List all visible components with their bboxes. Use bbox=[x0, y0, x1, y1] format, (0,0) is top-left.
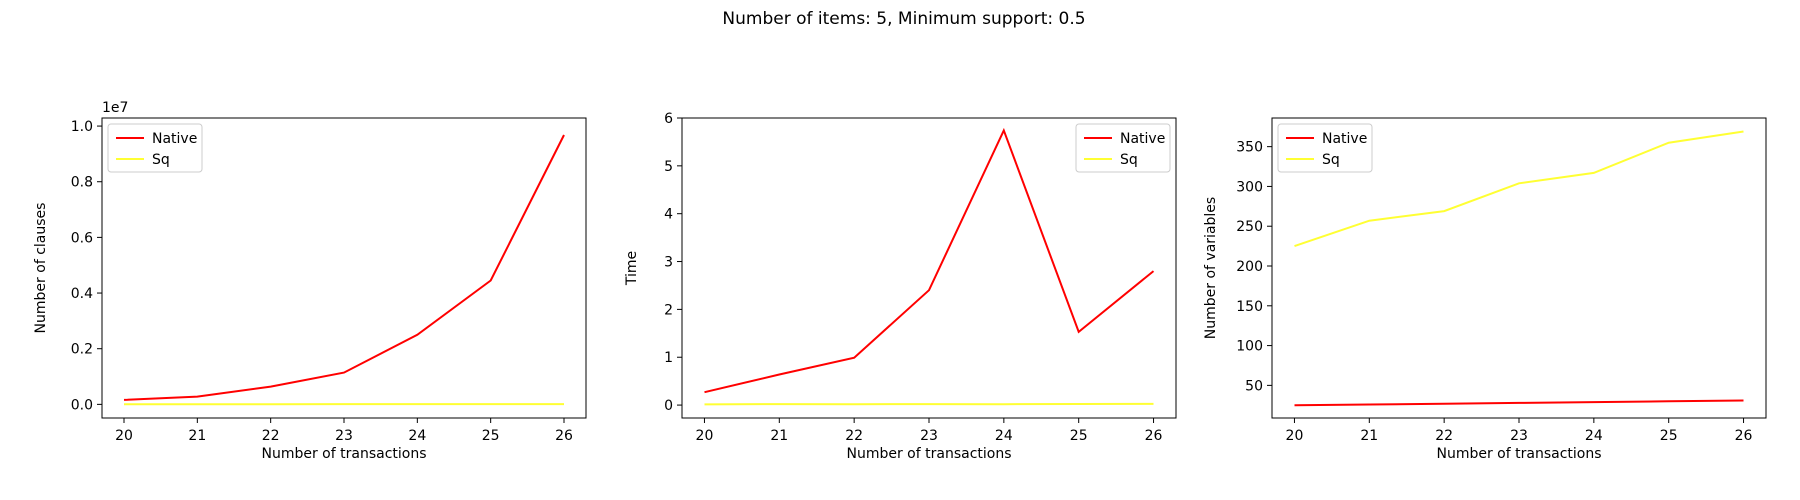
y-tick-label: 300 bbox=[1236, 179, 1263, 195]
x-tick-label: 26 bbox=[555, 428, 573, 444]
axes-container: 20 21 22 23 24 25 260.00.20.40.60.81.01e7Numbe… bbox=[33, 100, 1767, 462]
x-tick-label: 22 bbox=[845, 428, 863, 444]
y-axis-label: Number of clauses bbox=[33, 203, 49, 334]
legend-label-native: Native bbox=[152, 131, 197, 147]
x-tick-label: 22 bbox=[262, 428, 280, 444]
legend: Native Sq bbox=[107, 123, 203, 173]
y-tick-label: 1.0 bbox=[71, 119, 93, 135]
x-tick-label: 25 bbox=[482, 428, 500, 444]
y-tick-label: 0.0 bbox=[71, 397, 93, 413]
x-axis-label: Number of transactions bbox=[261, 446, 426, 462]
legend-label-sq: Sq bbox=[1120, 152, 1138, 168]
y-tick-label: 250 bbox=[1236, 219, 1263, 235]
y-tick-label: 100 bbox=[1236, 339, 1263, 355]
chart-panel-1: 20 21 22 23 24 25 26 0.0 0.2 0.4 0.6 0.8 1.0 1e7 Numbe… bbox=[33, 100, 587, 462]
y-tick-label: 0.6 bbox=[71, 230, 93, 246]
y-tick-label: 5 bbox=[664, 159, 673, 175]
y-tick-label: 150 bbox=[1236, 299, 1263, 315]
y-tick-label: 3 bbox=[664, 255, 673, 271]
y-tick-label: 0.2 bbox=[71, 342, 93, 358]
x-tick-label: 21 bbox=[1360, 428, 1378, 444]
legend-label-native: Native bbox=[1322, 131, 1367, 147]
series-line-native bbox=[123, 134, 565, 401]
y-tick-label: 4 bbox=[664, 207, 673, 223]
x-tick-label: 20 bbox=[696, 428, 714, 444]
x-tick-label: 23 bbox=[335, 428, 353, 444]
legend: Native Sq bbox=[1277, 123, 1373, 173]
y-tick-label: 50 bbox=[1245, 378, 1263, 394]
y-scale-label: 1e7 bbox=[102, 100, 128, 116]
legend-label-sq: Sq bbox=[152, 152, 170, 168]
x-axis-label: Number of transactions bbox=[846, 446, 1011, 462]
x-tick-label: 24 bbox=[1585, 428, 1603, 444]
chart-panel-3: 20 21 22 23 24 25 26 50 100 150 200 250 300 350 Number… bbox=[1203, 117, 1767, 462]
y-tick-label: 2 bbox=[664, 302, 673, 318]
legend: Native Sq bbox=[1075, 123, 1171, 173]
x-tick-label: 26 bbox=[1735, 428, 1753, 444]
figure-title: Number of items: 5, Minimum support: 0.5 bbox=[722, 9, 1085, 29]
y-axis-label: Number of variables bbox=[1203, 197, 1219, 339]
y-tick-label: 200 bbox=[1236, 259, 1263, 275]
y-tick-label: 0 bbox=[664, 398, 673, 414]
x-tick-label: 21 bbox=[770, 428, 788, 444]
x-axis-label: Number of transactions bbox=[1436, 446, 1601, 462]
series-line-native bbox=[704, 127, 1155, 394]
x-tick-label: 21 bbox=[188, 428, 206, 444]
y-tick-label: 350 bbox=[1236, 140, 1263, 156]
x-tick-label: 23 bbox=[1510, 428, 1528, 444]
legend-label-native: Native bbox=[1120, 131, 1165, 147]
x-tick-label: 20 bbox=[115, 428, 133, 444]
series-line-sq bbox=[704, 402, 1154, 406]
y-tick-label: 1 bbox=[664, 350, 673, 366]
x-tick-label: 24 bbox=[995, 428, 1013, 444]
x-tick-label: 25 bbox=[1070, 428, 1088, 444]
series-line-sq bbox=[1294, 130, 1744, 248]
y-axis-label: Time bbox=[624, 251, 640, 286]
x-tick-label: 23 bbox=[920, 428, 938, 444]
series-line-native bbox=[1294, 399, 1744, 407]
x-tick-label: 20 bbox=[1286, 428, 1304, 444]
x-tick-label: 25 bbox=[1660, 428, 1678, 444]
y-tick-label: 0.8 bbox=[71, 175, 93, 191]
legend-label-sq: Sq bbox=[1322, 152, 1340, 168]
x-tick-label: 26 bbox=[1145, 428, 1163, 444]
y-tick-label: 6 bbox=[664, 111, 673, 127]
y-tick-label: 0.4 bbox=[71, 286, 93, 302]
x-tick-label: 24 bbox=[408, 428, 426, 444]
x-tick-label: 22 bbox=[1435, 428, 1453, 444]
